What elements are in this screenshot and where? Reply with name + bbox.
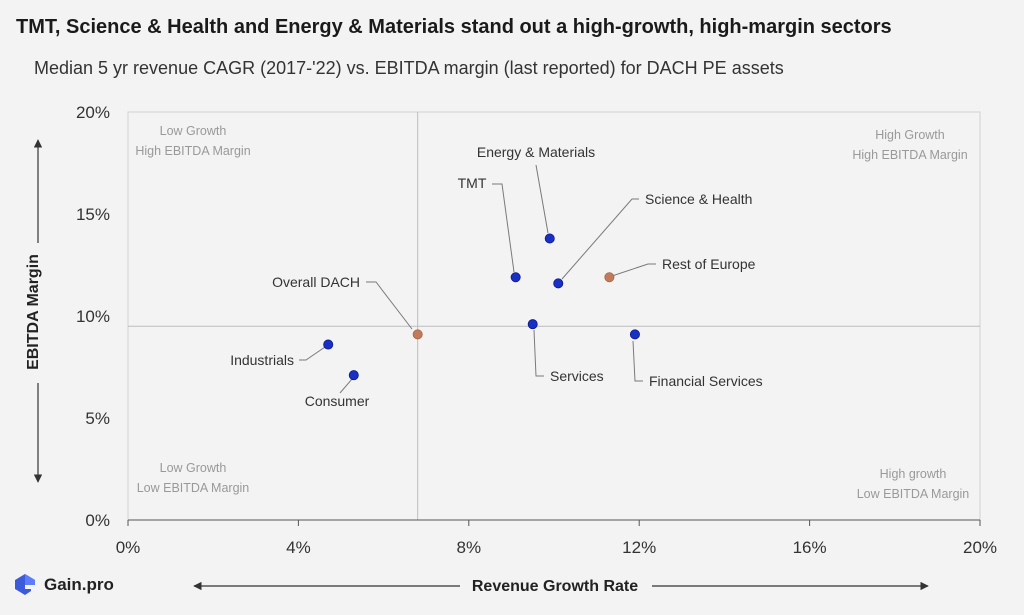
x-tick-label: 8% <box>457 538 482 557</box>
y-tick-label: 5% <box>85 409 110 428</box>
data-point <box>510 272 521 283</box>
point-label: Energy & Materials <box>477 144 595 160</box>
leader-line <box>632 340 643 382</box>
data-point <box>629 329 640 340</box>
y-tick-label: 15% <box>76 205 110 224</box>
leader-line <box>535 164 549 234</box>
leader-line <box>561 198 639 280</box>
point-label: Rest of Europe <box>662 256 756 272</box>
x-tick-label: 4% <box>286 538 311 557</box>
plot-frame <box>127 111 981 521</box>
quadrant-label-top-right: High Growth <box>875 128 945 142</box>
quadrant-label-bottom-right: High growth <box>880 467 947 481</box>
y-tick-label: 10% <box>76 307 110 326</box>
chart-subtitle: Median 5 yr revenue CAGR (2017-'22) vs. … <box>34 58 784 78</box>
data-point <box>544 233 555 244</box>
point-label: Services <box>550 368 604 384</box>
data-point <box>604 272 615 283</box>
point-label: Financial Services <box>649 373 763 389</box>
gain-pro-logo-icon <box>15 574 35 595</box>
leader-line <box>533 329 544 377</box>
data-point <box>527 319 538 330</box>
leader-line <box>366 281 413 330</box>
point-label: Industrials <box>230 352 294 368</box>
quadrant-label-bottom-left: Low Growth <box>160 461 227 475</box>
y-tick-label: 0% <box>85 511 110 530</box>
quadrant-label-bottom-right: Low EBITDA Margin <box>857 487 970 501</box>
quadrant-label-top-left: High EBITDA Margin <box>135 144 250 158</box>
point-label: TMT <box>458 175 487 191</box>
data-point <box>412 329 423 340</box>
leader-line <box>339 378 353 394</box>
x-tick-label: 12% <box>622 538 656 557</box>
quadrant-label-bottom-left: Low EBITDA Margin <box>137 481 250 495</box>
point-label: Overall DACH <box>272 274 360 290</box>
leader-line <box>299 346 326 361</box>
y-axis-title: EBITDA Margin <box>25 254 42 370</box>
data-point <box>348 370 359 381</box>
quadrant-label-top-left: Low Growth <box>160 124 227 138</box>
x-tick-label: 20% <box>963 538 997 557</box>
x-tick-label: 0% <box>116 538 141 557</box>
point-label: Science & Health <box>645 191 752 207</box>
leader-line <box>611 263 656 277</box>
y-tick-label: 20% <box>76 103 110 122</box>
brand-name: Gain.pro <box>44 575 114 594</box>
leader-line <box>492 183 515 273</box>
data-point <box>323 339 334 350</box>
x-tick-label: 16% <box>793 538 827 557</box>
chart-title: TMT, Science & Health and Energy & Mater… <box>16 16 892 38</box>
quadrant-label-top-right: High EBITDA Margin <box>852 148 967 162</box>
point-label: Consumer <box>305 393 370 409</box>
brand: Gain.pro <box>12 572 114 598</box>
x-axis-title: Revenue Growth Rate <box>472 578 638 595</box>
data-point <box>553 278 564 289</box>
